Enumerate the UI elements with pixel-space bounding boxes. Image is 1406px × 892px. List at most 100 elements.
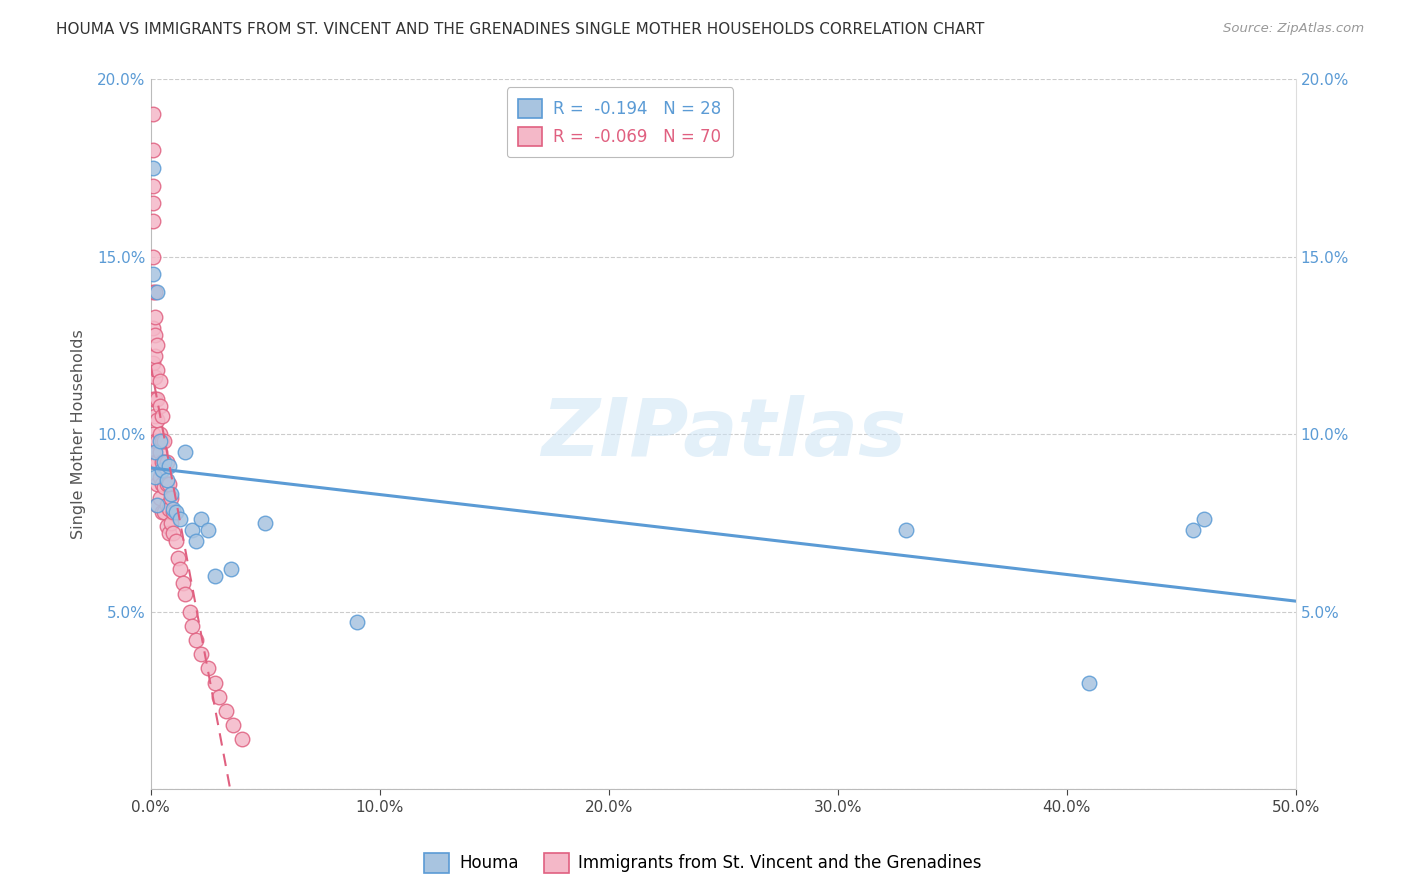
Text: Source: ZipAtlas.com: Source: ZipAtlas.com: [1223, 22, 1364, 36]
Point: [146, 476, 169, 491]
Point: [190, 647, 212, 661]
Point: [231, 732, 253, 747]
Point: [197, 523, 219, 537]
Point: [153, 505, 176, 519]
Point: [142, 285, 165, 299]
Point: [149, 469, 172, 483]
Point: [156, 476, 179, 491]
Point: [179, 605, 201, 619]
Point: [153, 455, 176, 469]
Point: [142, 445, 165, 459]
Point: [1181, 523, 1204, 537]
Point: [142, 196, 165, 211]
Point: [150, 505, 173, 519]
Point: [146, 285, 169, 299]
Point: [142, 392, 165, 406]
Point: [165, 505, 187, 519]
Point: [143, 285, 166, 299]
Point: [149, 427, 172, 442]
Point: [149, 374, 172, 388]
Point: [142, 320, 165, 334]
Point: [156, 455, 179, 469]
Point: [153, 434, 176, 449]
Point: [146, 498, 169, 512]
Text: HOUMA VS IMMIGRANTS FROM ST. VINCENT AND THE GRENADINES SINGLE MOTHER HOUSEHOLDS: HOUMA VS IMMIGRANTS FROM ST. VINCENT AND…: [56, 22, 984, 37]
Point: [142, 143, 165, 157]
Point: [142, 161, 165, 175]
Point: [142, 107, 165, 121]
Y-axis label: Single Mother Households: Single Mother Households: [72, 329, 86, 539]
Point: [153, 480, 176, 494]
Point: [169, 562, 191, 576]
Point: [180, 619, 202, 633]
Point: [219, 562, 242, 576]
Point: [156, 498, 179, 512]
Point: [143, 310, 166, 324]
Point: [142, 267, 165, 281]
Point: [142, 250, 165, 264]
Point: [174, 587, 197, 601]
Point: [186, 632, 208, 647]
Point: [146, 363, 169, 377]
Point: [150, 476, 173, 491]
Point: [146, 338, 169, 352]
Point: [160, 516, 183, 530]
Point: [167, 551, 190, 566]
Legend: Houma, Immigrants from St. Vincent and the Grenadines: Houma, Immigrants from St. Vincent and t…: [418, 847, 988, 880]
Point: [153, 455, 176, 469]
Point: [162, 501, 184, 516]
Text: ZIPatlas: ZIPatlas: [540, 395, 905, 473]
Point: [149, 491, 172, 505]
Point: [162, 526, 184, 541]
Point: [142, 356, 165, 370]
Point: [156, 473, 179, 487]
Point: [146, 434, 169, 449]
Point: [142, 178, 165, 193]
Point: [204, 569, 226, 583]
Point: [157, 501, 180, 516]
Point: [157, 526, 180, 541]
Point: [896, 523, 918, 537]
Point: [208, 690, 231, 704]
Point: [142, 427, 165, 442]
Point: [204, 675, 226, 690]
Point: [222, 718, 245, 732]
Point: [254, 516, 277, 530]
Point: [146, 498, 169, 512]
Point: [150, 455, 173, 469]
Point: [143, 469, 166, 483]
Point: [150, 462, 173, 476]
Point: [149, 399, 172, 413]
Point: [146, 413, 169, 427]
Point: [143, 445, 166, 459]
Point: [165, 533, 187, 548]
Point: [143, 327, 166, 342]
Point: [146, 392, 169, 406]
Point: [146, 455, 169, 469]
Point: [143, 455, 166, 469]
Legend: R =  -0.194   N = 28, R =  -0.069   N = 70: R = -0.194 N = 28, R = -0.069 N = 70: [506, 87, 734, 158]
Point: [174, 445, 197, 459]
Point: [150, 409, 173, 424]
Point: [143, 409, 166, 424]
Point: [169, 512, 191, 526]
Point: [197, 661, 219, 675]
Point: [186, 533, 208, 548]
Point: [143, 434, 166, 449]
Point: [160, 491, 183, 505]
Point: [172, 576, 194, 591]
Point: [1078, 675, 1101, 690]
Point: [143, 349, 166, 363]
Point: [215, 704, 238, 718]
Point: [156, 519, 179, 533]
Point: [160, 487, 183, 501]
Point: [346, 615, 368, 630]
Point: [180, 523, 202, 537]
Point: [149, 445, 172, 459]
Point: [142, 214, 165, 228]
Point: [143, 370, 166, 384]
Point: [157, 458, 180, 473]
Point: [150, 434, 173, 449]
Point: [143, 392, 166, 406]
Point: [157, 476, 180, 491]
